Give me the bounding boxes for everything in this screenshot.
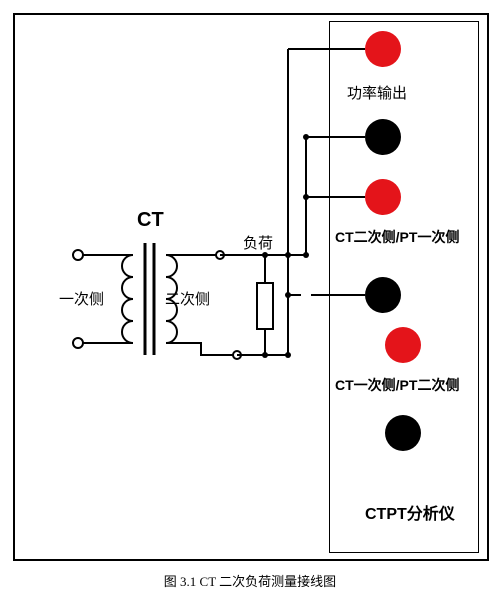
- terminal-ct1-pt2-red: [385, 327, 421, 363]
- terminal-ct1-pt2-black: [385, 415, 421, 451]
- ct-title: CT: [137, 209, 164, 232]
- terminal-power-out-red: [365, 31, 401, 67]
- terminal-power-out-black: [365, 119, 401, 155]
- terminal-ct2-pt1-black: [365, 277, 401, 313]
- label-primary-side: 一次侧: [59, 291, 104, 309]
- terminal-ct2-pt1-red: [365, 179, 401, 215]
- label-power-output: 功率输出: [347, 85, 407, 103]
- label-secondary-side: 二次侧: [165, 291, 210, 309]
- label-ct2-pt1: CT二次侧/PT一次侧: [335, 229, 459, 246]
- label-load: 负荷: [243, 235, 273, 253]
- label-ct1-pt2: CT一次侧/PT二次侧: [335, 377, 459, 394]
- analyzer-title: CTPT分析仪: [365, 505, 455, 524]
- page: CT 一次侧 二次侧 负荷 功率输出 CT二次侧/PT一次侧 CT一次侧/PT二…: [0, 0, 500, 604]
- figure-caption: 图 3.1 CT 二次负荷测量接线图: [0, 571, 500, 590]
- diagram-frame: CT 一次侧 二次侧 负荷 功率输出 CT二次侧/PT一次侧 CT一次侧/PT二…: [13, 13, 489, 561]
